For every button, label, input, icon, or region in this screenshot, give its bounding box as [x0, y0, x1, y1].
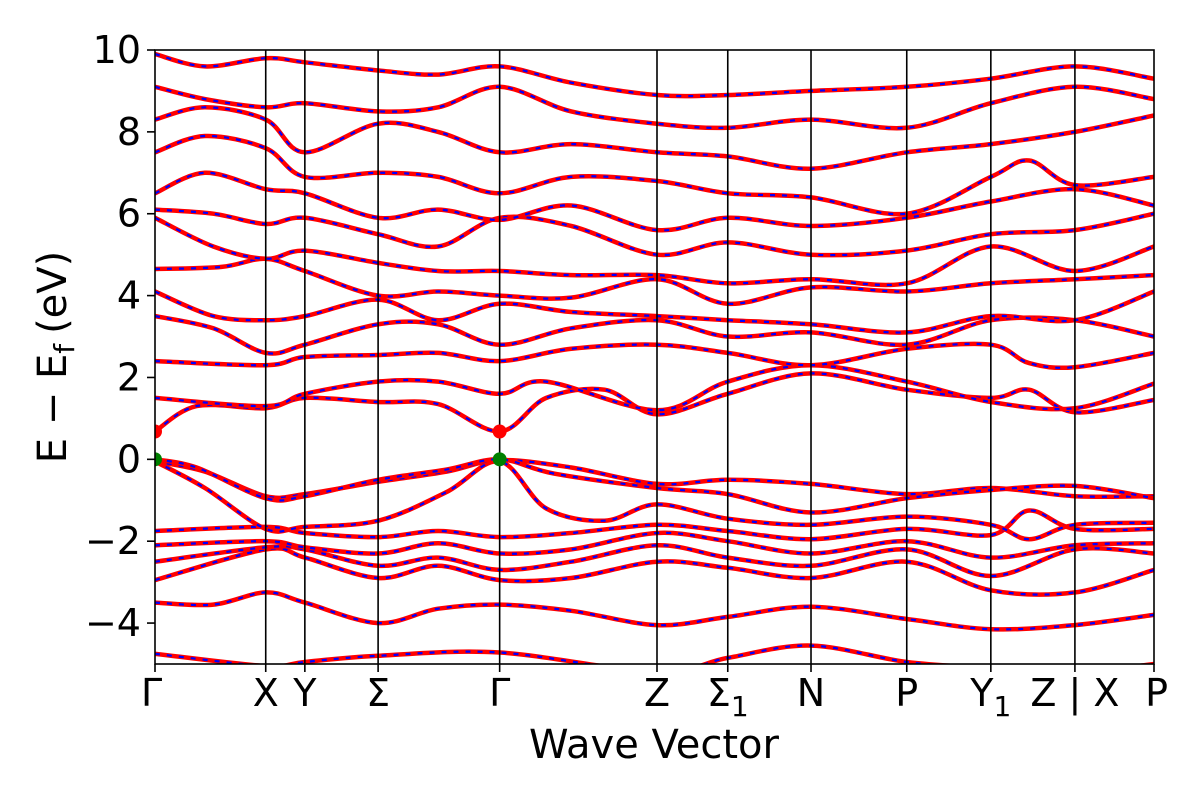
y-axis-label-sub: f — [48, 343, 81, 354]
highlight-point-2 — [155, 452, 162, 467]
x-ticks: Γ X Y Σ Γ Z Σ1 N P Y1 Z | X P — [141, 664, 1168, 723]
ytick-label-6: 8 — [117, 110, 141, 154]
band-13-blue — [155, 290, 1154, 334]
band-4-blue — [155, 531, 1154, 559]
band-1-blue — [155, 591, 1154, 631]
band-12-red — [155, 313, 1154, 356]
ytick-label-3: 2 — [117, 355, 141, 399]
band-15-red — [155, 215, 1154, 288]
highlight-point-0 — [155, 424, 162, 439]
xtick-label-11: P — [1145, 671, 1168, 715]
band-7-blue — [155, 459, 1154, 499]
band-20-blue — [155, 85, 1154, 130]
highlight-point-1 — [492, 424, 507, 439]
xtick-label-9: Y1 — [969, 671, 1011, 723]
highlight-points — [155, 424, 507, 467]
ytick-label-1: −2 — [85, 519, 141, 563]
xtick-label-0: Γ — [141, 671, 162, 715]
band-8-red — [155, 457, 1154, 515]
band-19-blue — [155, 106, 1154, 170]
band-14-blue — [155, 257, 1154, 305]
band-18-red — [155, 133, 1154, 217]
y-ticks: −4 −2 0 2 4 6 8 10 — [85, 28, 155, 645]
highlight-point-3 — [492, 452, 507, 467]
band-3-blue — [155, 544, 1154, 578]
ytick-label-2: 0 — [117, 437, 141, 481]
xtick-label-3: Σ — [366, 671, 390, 715]
y-axis-label-main: E − E — [30, 354, 76, 464]
band-21-blue — [155, 53, 1154, 98]
y-axis-label: E − Ef (eV) — [30, 251, 81, 464]
x-axis-label: Wave Vector — [529, 722, 780, 768]
y-axis-label-unit: (eV) — [30, 251, 76, 334]
band-6-red — [155, 459, 1154, 542]
ytick-label-7: 10 — [93, 28, 141, 72]
xtick-label-7: N — [797, 671, 825, 715]
ytick-label-0: −4 — [85, 601, 141, 645]
band-17-red — [155, 170, 1154, 233]
xtick-label-2: Y — [292, 671, 317, 715]
xtick-label-5: Z — [644, 671, 670, 715]
svg-text:E − Ef(eV): E − Ef (eV) — [30, 251, 81, 464]
xtick-label-10: Z | X — [1030, 671, 1119, 716]
xtick-label-4: Γ — [489, 671, 510, 715]
xtick-label-1: X — [253, 671, 279, 715]
band-9-red — [155, 371, 1154, 434]
ytick-label-4: 4 — [117, 274, 141, 318]
band-10-blue — [155, 364, 1154, 412]
plot-frame — [154, 49, 1155, 665]
xtick-label-6: Σ1 — [707, 671, 749, 723]
band-16-blue — [155, 208, 1154, 257]
xtick-label-8: P — [895, 671, 918, 715]
kpoint-lines — [264, 50, 1076, 664]
ytick-label-5: 6 — [117, 192, 141, 236]
